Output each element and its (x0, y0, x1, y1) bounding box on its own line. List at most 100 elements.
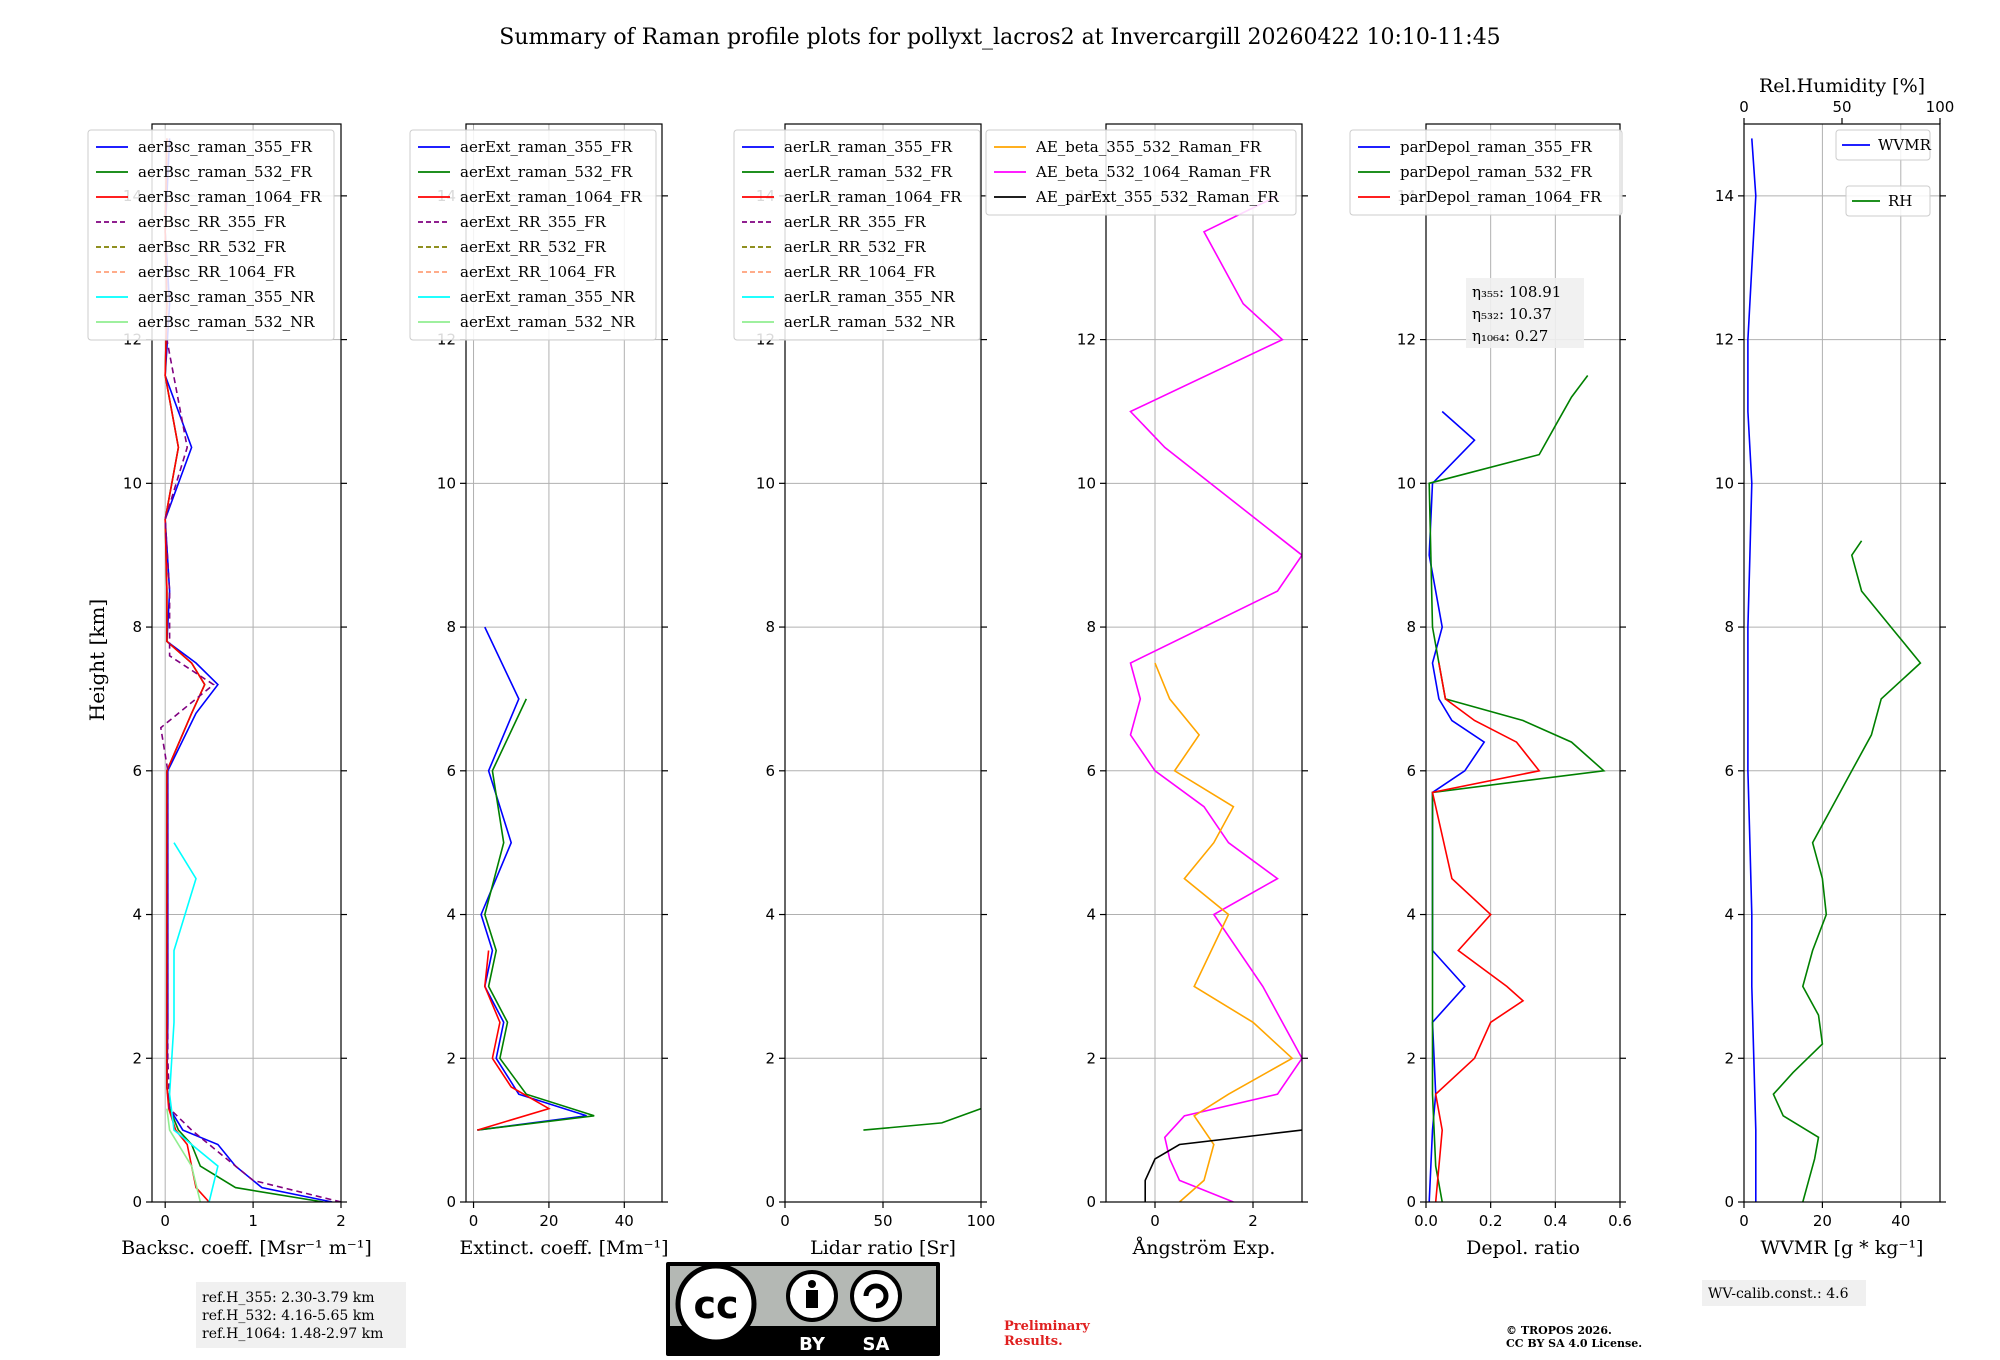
legend-entry-pardepol-raman-355-fr: parDepol_raman_355_FR (1400, 138, 1593, 156)
legend-entry-aerlr-raman-532-fr: aerLR_raman_532_FR (784, 163, 953, 181)
series-pardepol-raman-532-fr (1428, 375, 1606, 1202)
series-aerbsc-rr-355-fr (159, 339, 341, 1202)
legend-entry-aerext-rr-1064-fr: aerExt_RR_1064_FR (460, 263, 616, 281)
legend-entry-aerlr-raman-355-fr: aerLR_raman_355_FR (784, 138, 953, 156)
y-tick-label: 0 (132, 1193, 142, 1211)
y-tick-label: 0 (1724, 1193, 1734, 1211)
legend-entry-aerbsc-rr-1064-fr: aerBsc_RR_1064_FR (138, 263, 296, 281)
y-tick-label: 12 (1715, 331, 1734, 349)
x-tick-label: 20 (539, 1212, 558, 1230)
x-tick-label: 0 (780, 1212, 790, 1230)
legend-entry-ae-parext-355-532-raman-fr: AE_parExt_355_532_Raman_FR (1035, 188, 1280, 206)
x-tick-label: 0.0 (1414, 1212, 1438, 1230)
x-tick-label: 0.2 (1479, 1212, 1503, 1230)
preliminary-label-line2: Results. (1004, 1334, 1063, 1349)
y-tick-label: 2 (1406, 1049, 1416, 1067)
y-tick-label: 2 (446, 1049, 456, 1067)
legend-depol: parDepol_raman_355_FR parDepol_raman_532_… (1349, 129, 1623, 216)
y-tick-label: 0 (765, 1193, 775, 1211)
x-tick-label: 100 (967, 1212, 996, 1230)
series-aerext-raman-532-fr (477, 698, 595, 1131)
y-tick-label: 10 (1077, 474, 1096, 492)
x-tick-label: 0 (1739, 1212, 1749, 1230)
legend-entry-aerbsc-raman-532-fr: aerBsc_raman_532_FR (138, 163, 313, 181)
y-tick-label: 4 (132, 906, 142, 924)
x-axis-label-lr: Lidar ratio [Sr] (810, 1237, 956, 1259)
panels: 02468101214012Backsc. coeff. [Msr⁻¹ m⁻¹]… (87, 75, 1954, 1259)
y-tick-label: 8 (1406, 618, 1416, 636)
y-tick-label: 14 (1715, 187, 1734, 205)
panel-frame-depol (1425, 123, 1621, 1203)
top-tick-label: 0 (1739, 98, 1749, 116)
series-rh (1772, 540, 1922, 1202)
y-tick-label: 6 (1406, 762, 1416, 780)
y-tick-label: 4 (1406, 906, 1416, 924)
panel-lr: 02468101214050100Lidar ratio [Sr]aerLR_r… (733, 123, 996, 1259)
x-axis-label-ext: Extinct. coeff. [Mm⁻¹] (459, 1237, 668, 1259)
y-tick-label: 10 (123, 474, 142, 492)
y-tick-label: 8 (1086, 618, 1096, 636)
x-tick-label: 40 (615, 1212, 634, 1230)
y-tick-label: 10 (1397, 474, 1416, 492)
legend-entry-aerbsc-raman-355-fr: aerBsc_raman_355_FR (138, 138, 313, 156)
series-aerext-raman-1064-fr (477, 950, 551, 1131)
legend-entry-aerext-raman-355-fr: aerExt_raman_355_FR (460, 138, 633, 156)
x-axis-label-depol: Depol. ratio (1466, 1237, 1580, 1259)
legend-ae: AE_beta_355_532_Raman_FR AE_beta_532_1064… (985, 129, 1297, 216)
y-tick-label: 6 (446, 762, 456, 780)
y-tick-label: 4 (446, 906, 456, 924)
panel-bsc: 02468101214012Backsc. coeff. [Msr⁻¹ m⁻¹]… (87, 123, 372, 1259)
panel-frame-ae (1105, 123, 1303, 1203)
y-tick-label: 8 (446, 618, 456, 636)
series-pardepol-raman-1064-fr (1431, 662, 1541, 1202)
legend-wvmr: WVMR (1835, 129, 1932, 161)
y-tick-label: 8 (1724, 618, 1734, 636)
legend-entry-aerbsc-rr-355-fr: aerBsc_RR_355_FR (138, 213, 286, 231)
ref-heights-box: ref.H_355: 2.30-3.79 km ref.H_532: 4.16-… (196, 1282, 406, 1348)
x-axis-label-bsc: Backsc. coeff. [Msr⁻¹ m⁻¹] (121, 1237, 372, 1259)
x-axis-label-ae: Ångström Exp. (1132, 1237, 1276, 1259)
badge-sa-label: SA (863, 1334, 890, 1355)
legend-entry-aerbsc-rr-532-fr: aerBsc_RR_532_FR (138, 238, 286, 256)
legend-entry-aerbsc-raman-532-nr: aerBsc_raman_532_NR (138, 313, 315, 331)
legend-ext: aerExt_raman_355_FR aerExt_raman_532_FRae… (409, 129, 657, 341)
legend-entry-aerext-raman-532-nr: aerExt_raman_532_NR (460, 313, 636, 331)
series-aerbsc-raman-355-fr (164, 138, 333, 1202)
y-tick-label: 2 (1086, 1049, 1096, 1067)
x-tick-label: 1 (248, 1212, 258, 1230)
eta-value: η₃₅₅: 108.91 (1472, 283, 1561, 301)
series-aerlr-raman-532-fr (863, 1107, 981, 1131)
cc-logo-text: cc (693, 1283, 738, 1327)
figure-title: Summary of Raman profile plots for polly… (499, 25, 1500, 50)
legend-entry-aerext-rr-532-fr: aerExt_RR_532_FR (460, 238, 607, 256)
legend-entry-aerlr-raman-1064-fr: aerLR_raman_1064_FR (784, 188, 962, 206)
y-tick-label: 2 (765, 1049, 775, 1067)
panel-frame-ext (465, 123, 663, 1203)
panel-frame-bsc (151, 123, 342, 1203)
y-tick-label: 10 (756, 474, 775, 492)
y-tick-label: 2 (132, 1049, 142, 1067)
x-tick-label: 0 (160, 1212, 170, 1230)
y-tick-label: 8 (765, 618, 775, 636)
legend-entry-aerext-raman-355-nr: aerExt_raman_355_NR (460, 288, 636, 306)
y-tick-label: 6 (1086, 762, 1096, 780)
x-tick-label: 20 (1813, 1212, 1832, 1230)
panel-ae: 0246810121402Ångström Exp.AE_beta_355_53… (985, 123, 1308, 1259)
y-tick-label: 4 (765, 906, 775, 924)
legend-entry-ae-beta-355-532-raman-fr: AE_beta_355_532_Raman_FR (1035, 138, 1262, 156)
y-tick-label: 6 (1724, 762, 1734, 780)
legend-entry-aerbsc-raman-355-nr: aerBsc_raman_355_NR (138, 288, 315, 306)
top-axis-label: Rel.Humidity [%] (1759, 75, 1925, 97)
y-tick-label: 6 (765, 762, 775, 780)
share-alike-icon (850, 1270, 902, 1322)
series-ae-beta-532-1064-raman-fr (1129, 195, 1302, 1202)
legend-rh: RH (1845, 185, 1931, 217)
legend-entry-ae-beta-532-1064-raman-fr: AE_beta_532_1064_Raman_FR (1035, 163, 1271, 181)
series-ae-parext-355-532-raman-fr (1144, 1129, 1302, 1202)
y-tick-label: 4 (1724, 906, 1734, 924)
y-tick-label: 6 (132, 762, 142, 780)
series-aerbsc-raman-355-nr (168, 842, 219, 1202)
badge-by-label: BY (799, 1334, 826, 1355)
